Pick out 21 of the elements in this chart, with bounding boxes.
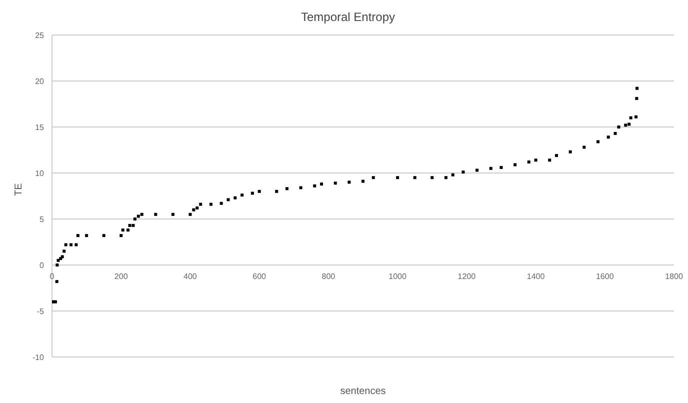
y-tick-label: 20 — [35, 76, 45, 86]
y-tick-label: 25 — [35, 30, 45, 40]
x-tick-label: 200 — [114, 272, 128, 281]
x-tick-label: 1200 — [458, 272, 476, 281]
x-tick-label: 800 — [322, 272, 336, 281]
x-tick-label: 600 — [252, 272, 267, 281]
x-tick-label: 400 — [184, 272, 198, 281]
chart-title: Temporal Entropy — [300, 10, 396, 24]
y-tick-label: 0 — [40, 260, 45, 270]
y-tick-label: -10 — [32, 352, 45, 362]
x-tick-label: 0 — [50, 272, 55, 281]
y-tick-label: 5 — [40, 214, 45, 224]
y-tick-label: 10 — [35, 168, 45, 178]
x-tick-label: 1800 — [665, 272, 684, 281]
y-axis-title: TE — [14, 182, 25, 196]
y-tick-label: 15 — [35, 122, 45, 132]
x-tick-label: 1000 — [388, 272, 408, 281]
x-tick-label: 1400 — [526, 272, 546, 281]
x-axis-title: sentences — [339, 386, 387, 397]
y-tick-label: -5 — [36, 306, 45, 316]
x-tick-label: 1600 — [596, 272, 614, 281]
